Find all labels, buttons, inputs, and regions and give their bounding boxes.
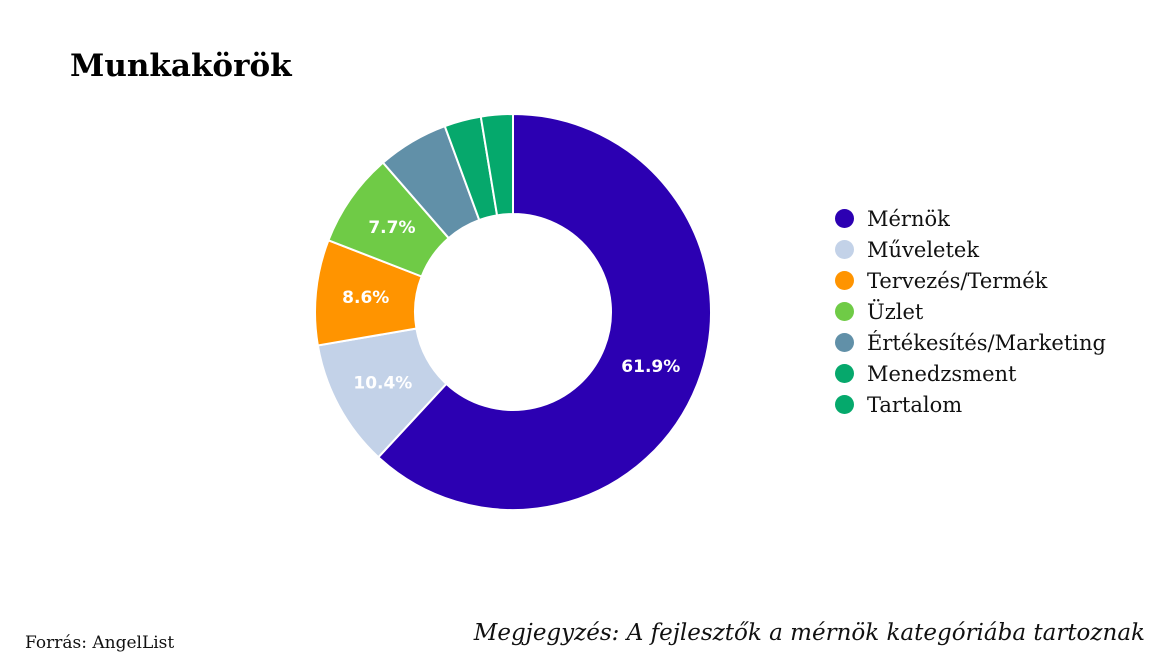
legend-item-1: Műveletek [835,234,1106,265]
legend-dot-icon [835,333,854,352]
source-text: Forrás: AngelList [25,633,175,653]
legend-label: Műveletek [867,237,980,262]
slice-label-2: 8.6% [342,288,389,308]
legend-label: Értékesítés/Marketing [867,330,1106,355]
legend-dot-icon [835,240,854,259]
legend-item-6: Tartalom [835,389,1106,420]
legend-dot-icon [835,271,854,290]
donut-labels: 61.9% 10.4% 8.6% 7.7% [342,218,680,394]
legend-label: Mérnök [867,206,950,231]
donut-slices [314,112,712,511]
legend-item-5: Menedzsment [835,358,1106,389]
legend-dot-icon [835,395,854,414]
slice-label-3: 7.7% [368,218,415,238]
legend-item-2: Tervezés/Termék [835,265,1106,296]
legend-dot-icon [835,302,854,321]
legend-item-4: Értékesítés/Marketing [835,327,1106,358]
donut-slice-0 [376,112,712,511]
legend-item-0: Mérnök [835,203,1106,234]
legend-label: Tartalom [867,392,963,417]
legend-label: Tervezés/Termék [867,268,1048,293]
legend-label: Menedzsment [867,361,1017,386]
legend-dot-icon [835,364,854,383]
slice-label-1: 10.4% [353,373,412,393]
donut-slice-6 [479,112,514,217]
chart-legend: Mérnök Műveletek Tervezés/Termék Üzlet Érték… [835,203,1106,420]
slice-label-0: 61.9% [621,357,680,377]
legend-label: Üzlet [867,299,924,324]
note-text: Megjegyzés: A fejlesztők a mérnök kategó… [473,620,1145,646]
legend-item-3: Üzlet [835,296,1106,327]
chart-title: Munkakörök [70,48,292,84]
legend-dot-icon [835,209,854,228]
